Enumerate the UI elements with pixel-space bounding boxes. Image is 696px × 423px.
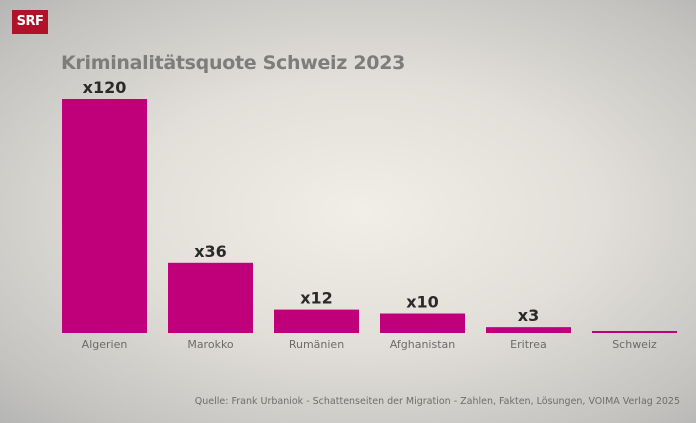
- data-label: x10: [406, 293, 439, 312]
- chart-title: Kriminalitätsquote Schweiz 2023: [61, 52, 406, 74]
- category-label: Afghanistan: [390, 338, 456, 351]
- bar-rumänien: [274, 309, 359, 333]
- data-label: x12: [300, 289, 333, 308]
- category-label: Algerien: [82, 338, 128, 351]
- bar-algerien: [62, 99, 147, 333]
- category-label: Rumänien: [289, 338, 344, 351]
- bar-marokko: [168, 262, 253, 333]
- category-label: Eritrea: [510, 338, 547, 351]
- data-label: x3: [518, 306, 539, 325]
- bar-schweiz: [592, 331, 677, 333]
- category-label: Schweiz: [612, 338, 657, 351]
- bar-eritrea: [486, 327, 571, 333]
- category-label: Marokko: [187, 338, 234, 351]
- data-label: x120: [83, 78, 127, 97]
- bar-afghanistan: [380, 313, 465, 333]
- source-note: Quelle: Frank Urbaniok - Schattenseiten …: [194, 396, 680, 407]
- data-label: x36: [194, 242, 227, 261]
- srf-logo: SRF: [12, 10, 48, 34]
